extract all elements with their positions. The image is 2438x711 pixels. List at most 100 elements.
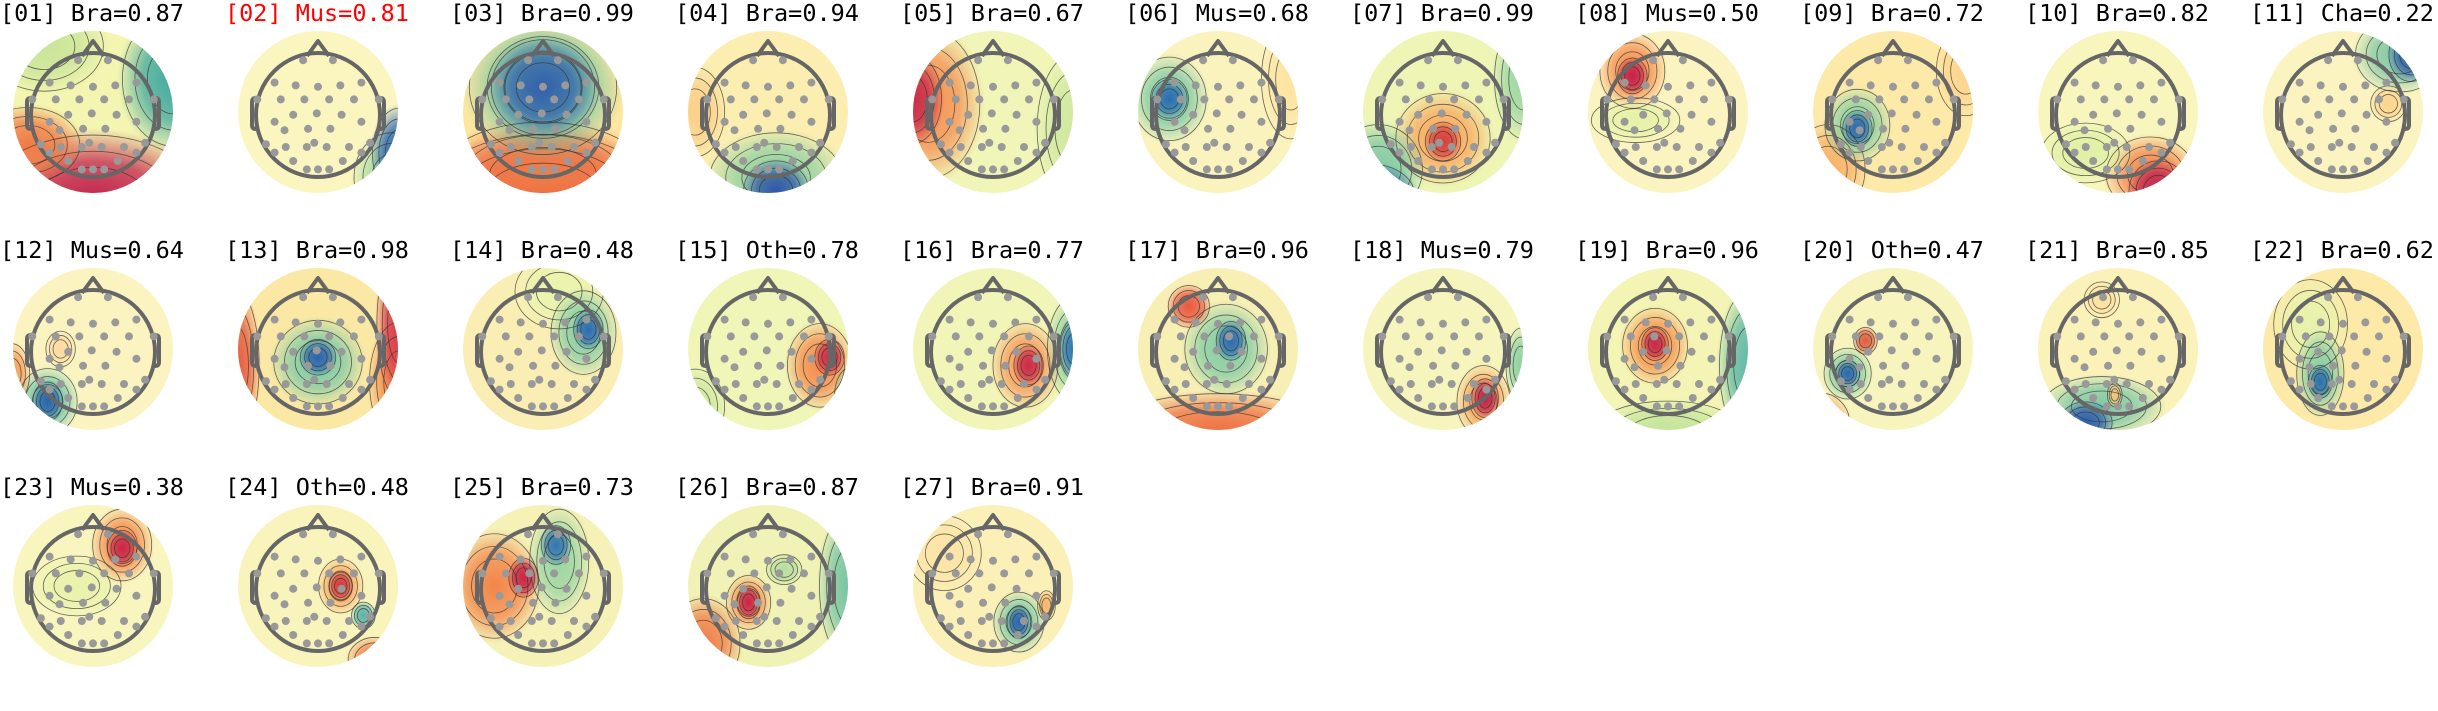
nose-icon (80, 39, 106, 58)
electrode-dot (2370, 380, 2378, 388)
electrode-dot (2339, 165, 2347, 174)
electrode-dot (1000, 569, 1009, 578)
electrode-dots (28, 56, 158, 174)
component-cell-24: [24] Oth=0.48 (225, 473, 450, 711)
electrode-dot (1395, 354, 1404, 363)
electrode-dot (1200, 95, 1209, 104)
electrode-dot (1639, 110, 1648, 119)
electrode-dot (778, 293, 787, 302)
electrode-dot (281, 617, 290, 625)
electrode-dot (1652, 402, 1661, 411)
electrode-dot (754, 598, 763, 607)
electrode-dot (2351, 124, 2360, 133)
electrode-dot (1405, 363, 1414, 372)
electrode-dot (112, 110, 121, 119)
electrode-dot (1664, 319, 1672, 328)
electrode-dot (2361, 318, 2370, 327)
component-title: [08] Mus=0.50 (1575, 0, 1759, 27)
electrode-dot (2157, 315, 2166, 324)
component-title: [20] Oth=0.47 (1800, 236, 1984, 264)
electrode-dot (1161, 377, 1170, 386)
electrode-dot (1439, 165, 1447, 174)
electrode-dot (1032, 622, 1041, 631)
electrode-dot (1212, 109, 1221, 118)
electrode-dot (824, 332, 833, 341)
electrode-dot (1237, 347, 1246, 356)
electrode-dot (495, 552, 504, 561)
electrode-dot (550, 569, 559, 578)
electrode-dot (1707, 385, 1716, 394)
electrode-dot (506, 617, 515, 625)
electrode-dot (1425, 95, 1434, 104)
electrode-dot (1874, 293, 1883, 302)
electrode-dot (964, 584, 973, 593)
electrode-dot (302, 402, 311, 411)
electrode-dot (357, 117, 366, 126)
electrode-dot (989, 556, 997, 565)
electrode-dot (945, 385, 954, 394)
electrode-dot (2382, 354, 2391, 363)
electrode-dot (253, 332, 262, 341)
electrode-dot (495, 591, 504, 600)
electrode-dot (539, 556, 547, 565)
electrode-dot (120, 380, 128, 388)
electrode-dot (2361, 81, 2370, 90)
electrode-dot (720, 78, 729, 87)
electrode-dot (1447, 143, 1456, 151)
electrode-dot (1000, 402, 1009, 411)
electrode-dot (45, 148, 54, 157)
electrode-dot (1676, 124, 1685, 133)
electrode-dot (1877, 402, 1886, 411)
electrode-dot (1236, 81, 1245, 90)
electrode-dot (807, 622, 816, 631)
electrode-dot (1924, 332, 1933, 341)
component-cell-15: [15] Oth=0.78 (675, 236, 900, 474)
electrode-dot (1900, 95, 1909, 104)
electrode-dot (1660, 138, 1669, 147)
electrode-dot (291, 318, 300, 327)
electrode-dot (2329, 361, 2338, 370)
electrode-dot (2314, 110, 2323, 119)
electrode-dot (741, 555, 750, 564)
head-outline (1375, 39, 1511, 179)
electrode-dot (64, 394, 73, 402)
electrode-dot (304, 598, 313, 607)
electrode-dot (979, 598, 988, 607)
electrode-dot (762, 109, 771, 118)
electrode-dot (987, 109, 996, 118)
electrode-dot (764, 165, 772, 174)
electrode-dot (551, 361, 560, 370)
ica-topomap-grid: [01] Bra=0.87 [02] Mus=0.81 (0, 0, 2434, 667)
electrode-dot (1049, 569, 1058, 578)
electrode-dot (2278, 332, 2287, 341)
nose-icon (1430, 39, 1456, 58)
electrode-dot (547, 380, 556, 388)
electrode-dot (1003, 56, 1012, 65)
electrode-dot (349, 95, 358, 104)
electrode-dot (77, 143, 86, 151)
electrode-dot (974, 56, 983, 65)
electrode-dot (1401, 95, 1410, 104)
electrode-dot (132, 552, 141, 561)
electrode-dot (1225, 165, 1234, 174)
electrode-dot (537, 583, 546, 592)
electrode-dot (1427, 402, 1436, 411)
electrode-dot (955, 600, 964, 609)
electrode-dot (2136, 318, 2145, 327)
electrode-dot (1932, 117, 1941, 126)
electrode-dot (547, 617, 556, 625)
electrode-dot (1414, 394, 1423, 402)
electrode-dot (45, 552, 54, 561)
electrode-dot (501, 95, 510, 104)
electrode-dots (253, 56, 383, 174)
electrode-dot (1482, 385, 1491, 394)
electrode-dot (270, 552, 279, 561)
electrode-dot (1499, 332, 1508, 341)
electrode-dot (1649, 56, 1658, 65)
electrode-dot (2295, 148, 2304, 157)
topomap (238, 505, 398, 667)
electrode-dot (936, 377, 945, 386)
electrode-dot (2157, 385, 2166, 394)
electrode-dot (2382, 148, 2391, 157)
electrode-dot (64, 157, 73, 165)
